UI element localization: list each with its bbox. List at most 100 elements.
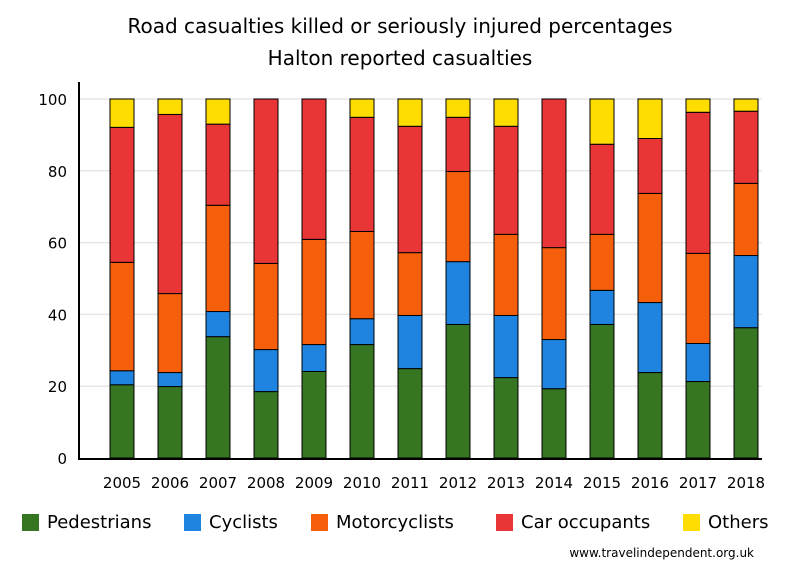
bar-segment-cyclists bbox=[493, 314, 519, 379]
bar-segment-car-occupants bbox=[589, 143, 615, 235]
x-tick-label: 2011 bbox=[391, 474, 429, 492]
x-tick-label: 2005 bbox=[103, 474, 141, 492]
bar-segment-others bbox=[445, 98, 471, 118]
bar-segment-car-occupants bbox=[445, 116, 471, 173]
x-tick-label: 2008 bbox=[247, 474, 285, 492]
bar-segment-motorcyclists bbox=[733, 182, 759, 257]
legend-item-cyclists: Cyclists bbox=[184, 512, 278, 533]
bar-segment-others bbox=[493, 98, 519, 127]
bar-segment-car-occupants bbox=[685, 111, 711, 254]
y-tick-label: 20 bbox=[48, 378, 67, 396]
bar-segment-motorcyclists bbox=[541, 247, 567, 341]
bar-segment-others bbox=[637, 98, 663, 139]
bar-segment-motorcyclists bbox=[685, 252, 711, 344]
bar-segment-cyclists bbox=[685, 342, 711, 383]
bar-segment-pedestrians bbox=[685, 381, 711, 459]
bar-segment-car-occupants bbox=[397, 125, 423, 254]
x-tick-label: 2007 bbox=[199, 474, 237, 492]
bar-segment-motorcyclists bbox=[301, 238, 327, 346]
bar-segment-others bbox=[109, 98, 135, 128]
x-tick-label: 2015 bbox=[583, 474, 621, 492]
y-tick-label: 60 bbox=[48, 235, 67, 253]
x-tick-label: 2018 bbox=[727, 474, 765, 492]
legend-label: Cyclists bbox=[209, 512, 278, 533]
bar-segment-others bbox=[349, 98, 375, 118]
x-tick-label: 2016 bbox=[631, 474, 669, 492]
bar-segment-pedestrians bbox=[589, 323, 615, 459]
bar-segment-car-occupants bbox=[733, 110, 759, 184]
bar-segment-cyclists bbox=[349, 318, 375, 346]
bar-segment-motorcyclists bbox=[637, 192, 663, 304]
bar-segment-car-occupants bbox=[253, 98, 279, 264]
bar-segment-others bbox=[733, 98, 759, 112]
legend-swatch-motorcyclists bbox=[311, 514, 328, 531]
bar-segment-others bbox=[397, 98, 423, 127]
bar-segment-pedestrians bbox=[733, 327, 759, 459]
legend-label: Pedestrians bbox=[47, 512, 152, 533]
bar-segment-pedestrians bbox=[637, 372, 663, 459]
bar-segment-cyclists bbox=[205, 311, 231, 338]
bar-segment-motorcyclists bbox=[349, 230, 375, 320]
bar-segment-car-occupants bbox=[301, 98, 327, 240]
y-tick-label: 40 bbox=[48, 306, 67, 324]
y-tick-label: 80 bbox=[48, 163, 67, 181]
bar-segment-car-occupants bbox=[349, 116, 375, 232]
bar-segment-car-occupants bbox=[541, 98, 567, 249]
legend: Pedestrians Cyclists Motorcyclists Car o… bbox=[0, 512, 800, 538]
bar-segment-cyclists bbox=[157, 372, 183, 388]
legend-swatch-pedestrians bbox=[22, 514, 39, 531]
bar-segment-car-occupants bbox=[493, 125, 519, 235]
bar-segment-pedestrians bbox=[301, 370, 327, 459]
bar-segment-pedestrians bbox=[205, 336, 231, 459]
x-tick-label: 2009 bbox=[295, 474, 333, 492]
y-tick-label: 0 bbox=[57, 450, 67, 468]
bar-segment-cyclists bbox=[733, 255, 759, 329]
legend-item-others: Others bbox=[683, 512, 769, 533]
legend-label: Car occupants bbox=[521, 512, 651, 533]
legend-item-car-occupants: Car occupants bbox=[496, 512, 650, 533]
bar-segment-cyclists bbox=[301, 344, 327, 372]
bar-segment-motorcyclists bbox=[109, 261, 135, 372]
bar-segment-pedestrians bbox=[445, 323, 471, 459]
chart-title: Road casualties killed or seriously inju… bbox=[127, 14, 673, 38]
y-tick-label: 100 bbox=[38, 91, 67, 109]
x-tick-label: 2010 bbox=[343, 474, 381, 492]
bar-segment-motorcyclists bbox=[445, 171, 471, 263]
bar-segment-others bbox=[685, 98, 711, 113]
bar-segment-motorcyclists bbox=[157, 293, 183, 374]
bar-segment-cyclists bbox=[253, 349, 279, 393]
bar-segment-cyclists bbox=[541, 339, 567, 390]
source-credit: www.travelindependent.org.uk bbox=[569, 546, 754, 560]
bar-segment-cyclists bbox=[589, 289, 615, 325]
x-tick-label: 2017 bbox=[679, 474, 717, 492]
bar-segment-others bbox=[205, 98, 231, 125]
bar-segment-others bbox=[157, 98, 183, 115]
bar-segment-pedestrians bbox=[109, 384, 135, 459]
bar-segment-pedestrians bbox=[253, 391, 279, 459]
bar-segment-pedestrians bbox=[541, 388, 567, 459]
bar-segment-others bbox=[589, 98, 615, 145]
x-tick-label: 2013 bbox=[487, 474, 525, 492]
legend-item-motorcyclists: Motorcyclists bbox=[311, 512, 454, 533]
bar-segment-cyclists bbox=[637, 302, 663, 374]
bar-segment-car-occupants bbox=[157, 113, 183, 295]
bar-segment-pedestrians bbox=[397, 368, 423, 459]
legend-label: Motorcyclists bbox=[336, 512, 454, 533]
x-tick-label: 2012 bbox=[439, 474, 477, 492]
legend-swatch-others bbox=[683, 514, 700, 531]
x-tick-label: 2014 bbox=[535, 474, 573, 492]
bar-segment-pedestrians bbox=[349, 344, 375, 459]
bar-segment-pedestrians bbox=[493, 377, 519, 459]
chart-subtitle: Halton reported casualties bbox=[267, 46, 533, 70]
legend-swatch-cyclists bbox=[184, 514, 201, 531]
bar-segment-motorcyclists bbox=[493, 233, 519, 316]
x-tick-label: 2006 bbox=[151, 474, 189, 492]
bar-segment-motorcyclists bbox=[397, 252, 423, 316]
legend-item-pedestrians: Pedestrians bbox=[22, 512, 151, 533]
bar-segment-cyclists bbox=[445, 261, 471, 325]
bar-segment-pedestrians bbox=[157, 386, 183, 459]
bar-segment-cyclists bbox=[397, 314, 423, 370]
bar-segment-cyclists bbox=[109, 370, 135, 386]
bar-segment-car-occupants bbox=[109, 126, 135, 263]
